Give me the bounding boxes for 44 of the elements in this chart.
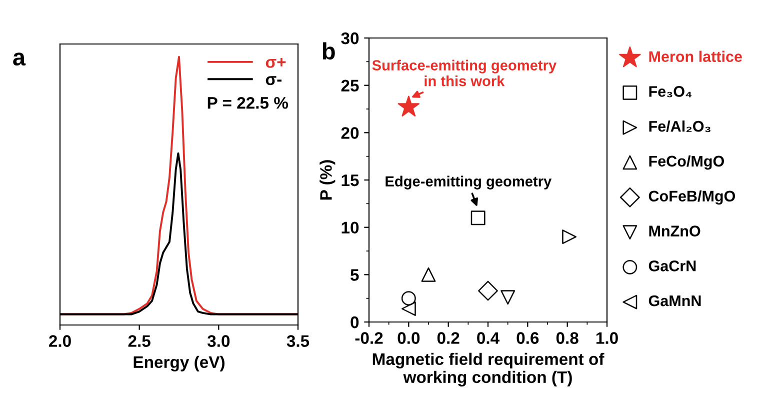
y-tick-label: 30 [341, 32, 359, 44]
y-tick-label: 10 [342, 222, 359, 234]
x-axis-title: Energy (eV) [134, 356, 224, 372]
legend-label: MnZnO [649, 226, 700, 236]
x-tick-label: 0.2 [437, 332, 460, 344]
x-tick-label: -0.2 [355, 332, 383, 344]
legend-label: FeCo/MgO [649, 155, 724, 170]
annotation: Surface-emitting geometry in this work [372, 60, 557, 86]
legend-label: CoFeB/MgO [648, 190, 736, 205]
y-tick-label: 25 [341, 80, 359, 92]
legend-label: σ- [266, 76, 282, 86]
x-tick-label: 0.4 [477, 332, 500, 344]
point [421, 267, 436, 282]
legend-label: Meron lattice [649, 50, 742, 62]
annotation: Edge-emitting geometry [386, 176, 552, 190]
x-axis-title: Magnetic field requirement of working condition (T) [372, 352, 604, 386]
x-tick-label: 3.0 [207, 335, 230, 347]
legend-label: GaCrN [648, 260, 696, 272]
y-tick-label: 0 [350, 316, 359, 328]
legend-label: Fe₃O₄ [649, 86, 692, 98]
y-axis-title: P (%) [320, 160, 336, 200]
x-tick-label: 2.5 [128, 335, 150, 347]
y-tick-label: 20 [341, 127, 359, 139]
x-tick-label: 0.6 [516, 332, 539, 344]
x-tick-label: 1.0 [596, 332, 618, 344]
y-tick-label: 15 [342, 174, 359, 186]
legend-label: σ+ [266, 58, 286, 68]
text: a [13, 52, 26, 66]
x-tick-label: 3.5 [286, 335, 310, 347]
point [401, 291, 416, 306]
point [398, 96, 420, 116]
annotation: P = 22.5 % [208, 96, 288, 109]
point [500, 290, 516, 305]
y-tick-label: 5 [350, 269, 359, 281]
x-tick-label: 0.8 [556, 332, 578, 344]
point [562, 230, 577, 244]
x-tick-label: 0.0 [398, 332, 420, 344]
text: b [322, 42, 335, 60]
point [478, 280, 498, 301]
legend-label: GaMnN [648, 295, 701, 306]
point [401, 302, 416, 316]
x-tick-label: 2.0 [48, 335, 71, 347]
legend-label: Fe/Al₂O₃ [649, 120, 710, 132]
point [470, 210, 486, 226]
